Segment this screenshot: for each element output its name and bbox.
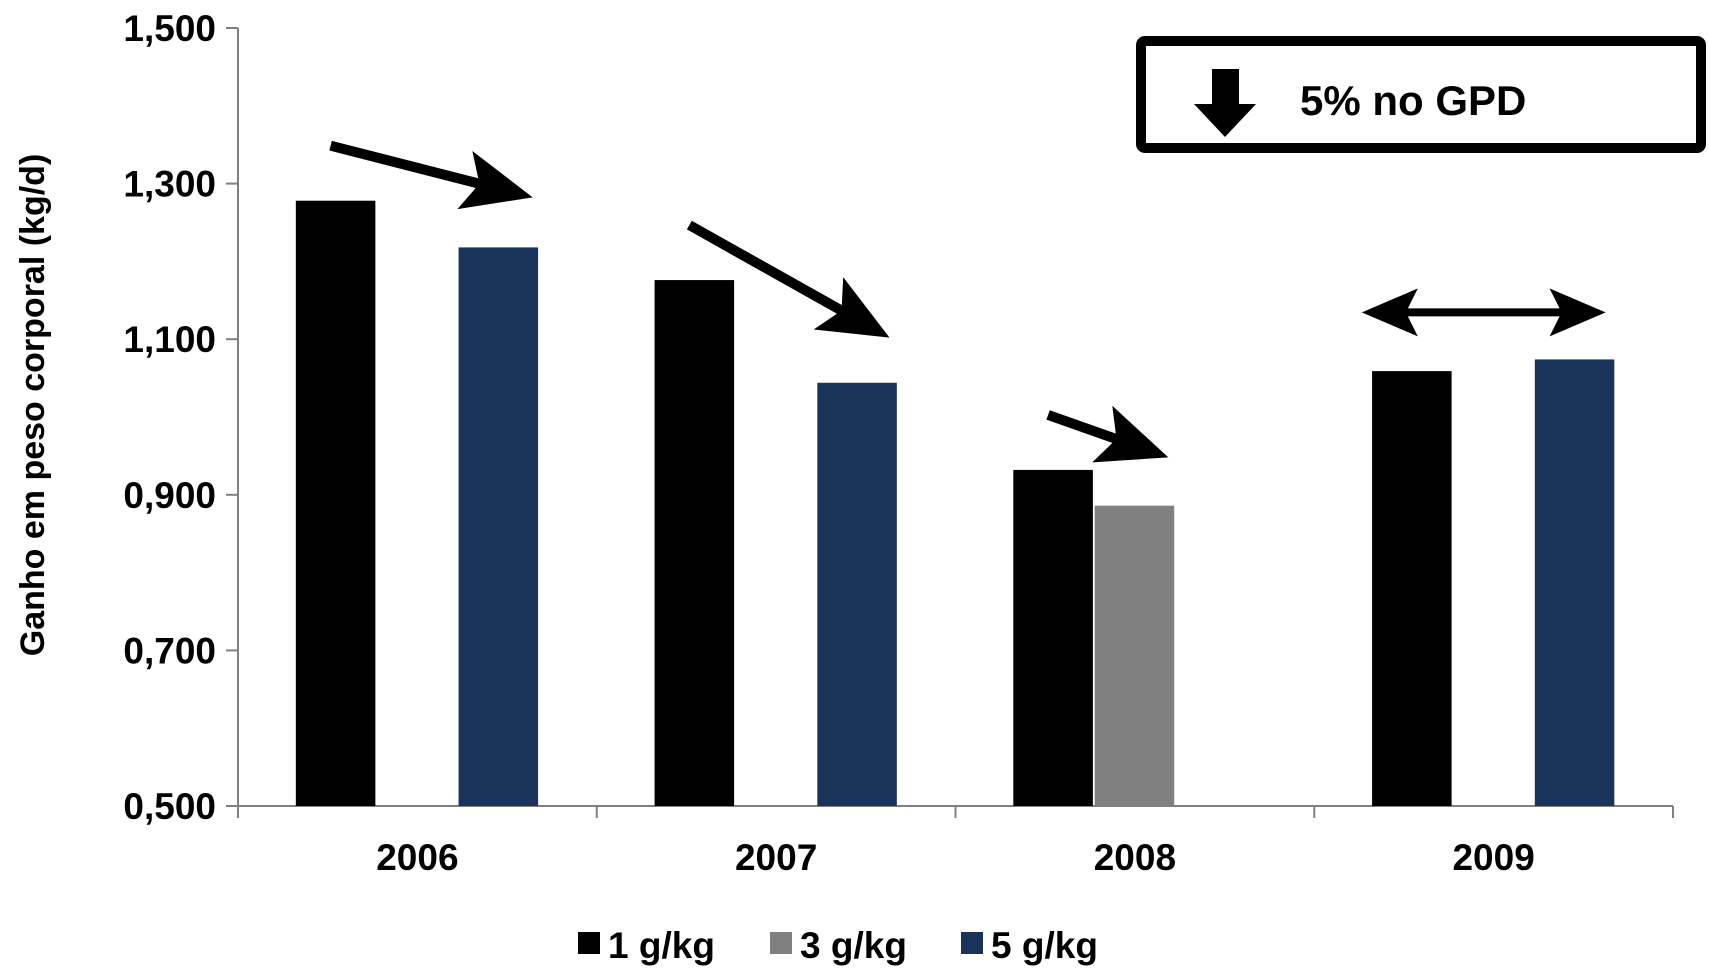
bar-2009-5-g-kg — [1534, 359, 1615, 806]
y-tick-label: 1,500 — [123, 8, 216, 49]
y-tick-label: 1,100 — [123, 319, 216, 360]
x-tick-label: 2009 — [1452, 837, 1534, 878]
y-axis-label: Ganho em peso corporal (kg/d) — [14, 154, 52, 657]
legend-swatch — [961, 932, 983, 954]
legend-swatch — [578, 932, 600, 954]
bar-2007-5-g-kg — [817, 382, 897, 806]
bar-2008-1-g-kg — [1013, 469, 1093, 806]
x-axis: 2006 2007 2008 2009 — [237, 805, 1674, 878]
legend-label: 1 g/kg — [608, 925, 715, 966]
decrease-arrow-icon — [1046, 405, 1169, 463]
y-tick-label: 0,700 — [123, 630, 216, 671]
decrease-arrow-icon — [686, 220, 890, 338]
y-tick-label: 0,900 — [123, 475, 216, 516]
legend-label: 3 g/kg — [800, 925, 907, 966]
legend-label: 5 g/kg — [991, 925, 1098, 966]
bars — [295, 200, 1615, 806]
y-tick-label: 1,300 — [123, 164, 216, 205]
bar-2007-1-g-kg — [654, 280, 735, 806]
x-tick-label: 2008 — [1094, 837, 1176, 878]
down-arrow-icon — [1194, 69, 1256, 137]
trend-arrows — [329, 140, 1606, 463]
decrease-arrow-icon — [329, 140, 533, 210]
x-tick-label: 2006 — [376, 837, 458, 878]
bar-2009-1-g-kg — [1372, 371, 1452, 806]
bar-2006-5-g-kg — [458, 247, 539, 806]
x-tick-label: 2007 — [735, 837, 817, 878]
legend-swatch — [770, 932, 792, 954]
bar-2006-1-g-kg — [295, 200, 376, 806]
annotation-box: 5% no GPD — [1136, 36, 1706, 153]
bar-2008-3-g-kg — [1094, 505, 1175, 806]
legend: 1 g/kg 3 g/kg 5 g/kg — [578, 925, 1098, 966]
y-axis: 0,500 0,700 0,900 1,100 1,300 1,500 — [123, 8, 239, 827]
annotation-box-frame — [1136, 36, 1706, 153]
annotation-box-text: 5% no GPD — [1300, 77, 1526, 124]
y-tick-label: 0,500 — [123, 786, 216, 827]
